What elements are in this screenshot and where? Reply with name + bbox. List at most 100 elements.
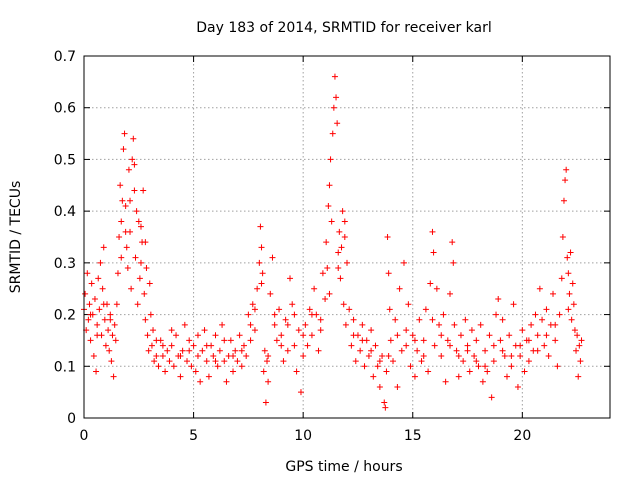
data-point [420, 337, 427, 344]
data-point [203, 358, 210, 365]
data-point [119, 197, 126, 204]
data-point [534, 332, 541, 339]
data-point [291, 311, 298, 318]
data-point [517, 342, 524, 349]
data-point [438, 332, 445, 339]
data-point [565, 306, 572, 313]
data-point [100, 301, 107, 308]
x-tick-label: 20 [513, 428, 531, 444]
data-point [109, 332, 116, 339]
data-point [383, 368, 390, 375]
data-point [284, 347, 291, 354]
data-point [438, 352, 445, 359]
data-point [256, 259, 263, 266]
data-point [155, 363, 162, 370]
data-point [173, 332, 180, 339]
data-point [334, 120, 341, 127]
data-point [344, 259, 350, 266]
data-point [232, 347, 239, 354]
data-point [453, 347, 460, 354]
data-point [479, 378, 486, 385]
data-point [289, 301, 296, 308]
data-point [563, 166, 570, 173]
data-point [127, 197, 134, 204]
y-tick-label: 0.4 [54, 204, 76, 220]
data-point [190, 342, 197, 349]
data-point [324, 265, 331, 272]
x-tick-label: 10 [294, 428, 312, 444]
data-point [490, 342, 497, 349]
data-point [567, 249, 574, 256]
data-point [315, 347, 322, 354]
data-point [374, 363, 381, 370]
data-point [84, 270, 91, 277]
data-point [194, 332, 201, 339]
data-point [153, 337, 160, 344]
data-point [338, 244, 345, 251]
data-point [317, 327, 324, 334]
data-point [269, 254, 276, 261]
data-point [261, 347, 268, 354]
data-point [333, 94, 340, 101]
data-point [168, 327, 175, 334]
data-point [359, 321, 366, 328]
data-point [181, 321, 188, 328]
data-point [365, 352, 372, 359]
data-point [107, 311, 114, 318]
data-point [278, 342, 285, 349]
data-point [517, 352, 524, 359]
data-point [564, 254, 571, 261]
data-point [425, 368, 432, 375]
data-point [325, 202, 332, 209]
data-point [339, 208, 346, 215]
data-point [186, 337, 193, 344]
y-tick-label: 0.7 [54, 49, 76, 65]
data-point [111, 321, 118, 328]
data-point [539, 316, 546, 323]
data-point [464, 347, 471, 354]
data-point [151, 358, 158, 365]
data-point [287, 275, 294, 282]
data-point [302, 321, 309, 328]
x-tick-label: 0 [80, 428, 89, 444]
data-point [372, 342, 379, 349]
data-point [128, 285, 135, 292]
data-point [90, 352, 97, 359]
data-point [447, 342, 454, 349]
data-point [150, 327, 157, 334]
x-tick-label: 5 [189, 428, 198, 444]
data-point [416, 316, 423, 323]
data-point [293, 368, 300, 375]
data-point [455, 352, 462, 359]
data-point [554, 363, 561, 370]
data-point [488, 394, 495, 401]
data-point [258, 244, 265, 251]
data-point [400, 259, 407, 266]
data-point [114, 270, 121, 277]
data-point [101, 316, 108, 323]
data-point [143, 265, 150, 272]
y-tick-label: 0.6 [54, 101, 76, 117]
data-point [414, 347, 421, 354]
data-point [370, 373, 377, 380]
data-point [495, 296, 502, 303]
data-point [528, 321, 535, 328]
data-point [247, 321, 254, 328]
data-point [210, 352, 217, 359]
data-point [447, 290, 454, 297]
data-point [87, 337, 94, 344]
y-tick-label: 0 [67, 411, 76, 427]
data-point [93, 368, 100, 375]
data-point [131, 161, 138, 168]
data-point [566, 290, 573, 297]
data-point [108, 358, 115, 365]
data-point [392, 316, 399, 323]
data-point [545, 352, 552, 359]
data-point [403, 342, 410, 349]
data-point [105, 327, 112, 334]
data-point [335, 249, 342, 256]
data-point [430, 249, 437, 256]
data-point [340, 301, 347, 308]
y-tick-label: 0.2 [54, 308, 76, 324]
